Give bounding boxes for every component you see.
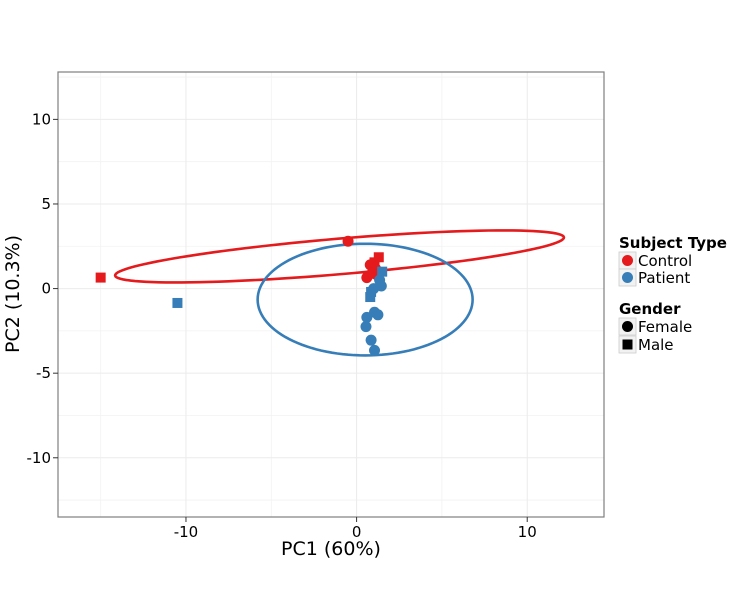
- legend-label-male: Male: [638, 336, 674, 354]
- legend-shape-title: Gender: [619, 300, 681, 318]
- legend-key-female-circle: [622, 321, 633, 332]
- y-tick-label: 10: [32, 110, 51, 128]
- point-patient-circle: [369, 344, 381, 356]
- y-tick-label: 0: [41, 280, 51, 298]
- legend-label-female: Female: [638, 318, 692, 336]
- x-axis-label: PC1 (60%): [281, 538, 381, 560]
- point-control-square: [373, 252, 384, 263]
- point-control-square: [95, 272, 106, 283]
- point-control-circle: [342, 235, 354, 247]
- confidence-ellipses: [113, 229, 566, 357]
- legend-entry-female: Female: [618, 317, 692, 336]
- legend-label-patient: Patient: [638, 269, 690, 287]
- x-tick-label: -10: [174, 523, 199, 541]
- legend-key-control-circle: [622, 255, 633, 266]
- legend-entry-male: Male: [618, 335, 674, 354]
- point-patient-circle: [365, 334, 377, 346]
- point-patient-circle: [360, 321, 372, 333]
- point-patient-square: [172, 297, 183, 308]
- legend-entry-patient: Patient: [618, 268, 690, 287]
- x-tick-label: 0: [352, 523, 362, 541]
- point-patient-circle: [361, 311, 373, 323]
- point-patient-square: [366, 286, 377, 297]
- point-patient-circle: [372, 309, 384, 321]
- point-control-square: [369, 257, 380, 268]
- grid-lines: [58, 72, 604, 517]
- point-patient-square: [377, 266, 388, 277]
- legend-label-control: Control: [638, 252, 692, 270]
- data-points: [95, 235, 388, 356]
- legend-entry-control: Control: [618, 251, 692, 270]
- plot-border: [57, 71, 605, 518]
- plot-panel: [58, 72, 604, 517]
- point-patient-square: [365, 292, 376, 303]
- legend: Subject Type Control Patient Gender Fema…: [618, 234, 727, 354]
- x-axis-ticks: -10 0 10: [174, 517, 537, 541]
- y-tick-label: 5: [41, 195, 51, 213]
- legend-color-title: Subject Type: [619, 234, 727, 252]
- ellipse-control: [113, 229, 566, 284]
- y-axis-label: PC2 (10.3%): [2, 235, 24, 353]
- legend-key-patient-circle: [622, 272, 633, 283]
- legend-key-male-square: [622, 339, 633, 350]
- x-tick-label: 10: [518, 523, 537, 541]
- y-tick-label: -10: [27, 449, 52, 467]
- y-axis-ticks: 10 5 0 -5 -10: [27, 110, 58, 467]
- ellipse-patient: [256, 242, 474, 357]
- y-tick-label: -5: [36, 364, 51, 382]
